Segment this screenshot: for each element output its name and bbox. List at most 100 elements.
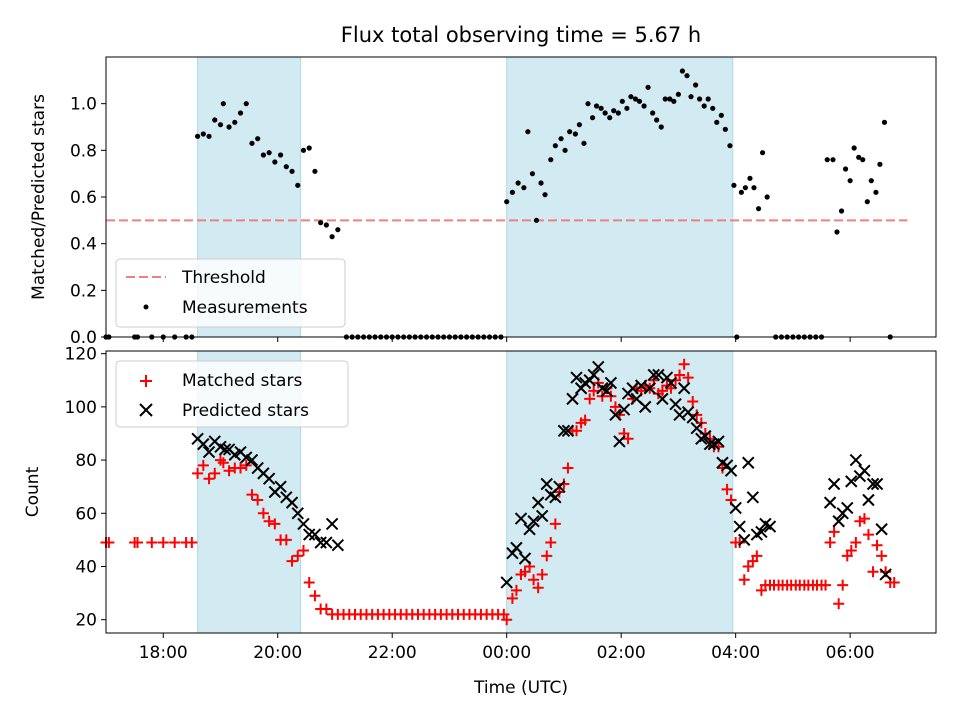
matched-star-point — [712, 441, 724, 453]
predicted-star-point — [302, 528, 316, 541]
top-y-tick-label: 0.0 — [70, 328, 97, 348]
predicted-star-point — [742, 456, 755, 469]
measurement-point — [329, 234, 335, 240]
bottom-legend-box — [115, 360, 349, 428]
predicted-star-point — [647, 368, 661, 382]
measurement-point — [868, 178, 874, 184]
matched-star-point — [751, 550, 763, 562]
matched-star-point — [845, 545, 857, 557]
predicted-star-point — [331, 539, 345, 552]
bottom-axes-frame — [105, 350, 937, 634]
matched-star-point — [584, 393, 596, 405]
predicted-star-point — [862, 493, 875, 507]
matched-star-point — [528, 574, 540, 586]
matched-star-point — [240, 459, 252, 471]
measurement-point — [860, 157, 866, 163]
measurement-point — [624, 105, 630, 111]
measurement-point — [277, 152, 284, 158]
measurement-point — [881, 119, 888, 125]
top-y-tick-label: 0.8 — [70, 141, 97, 161]
measurement-point — [742, 185, 748, 191]
matched-star-point — [716, 462, 728, 474]
predicted-star-point — [325, 517, 339, 531]
predicted-star-point — [570, 371, 583, 384]
predicted-star-point — [549, 491, 562, 504]
measurement-point — [515, 180, 521, 186]
x-tick-label: 00:00 — [482, 643, 531, 663]
predicted-star-point — [523, 523, 536, 536]
predicted-star-point — [202, 445, 216, 459]
measurement-point — [581, 140, 587, 146]
measurement-point — [877, 161, 883, 167]
top-y-tick-label: 0.6 — [70, 188, 97, 208]
measurement-point — [710, 105, 716, 111]
matched-star-point — [833, 598, 845, 610]
matched-star-point — [103, 537, 115, 549]
predicted-star-point — [592, 360, 605, 374]
measurement-point — [300, 147, 307, 153]
measurement-point — [856, 154, 862, 160]
matched-star-point — [862, 529, 874, 541]
measurement-point — [692, 82, 699, 88]
bottom-x-axis-ticks: 18:00 20:00 22:00 00:00 02:00 04:00 06:00 — [139, 633, 875, 663]
measurement-point — [834, 229, 840, 235]
matched-star-point — [738, 574, 750, 586]
top-axes-frame — [105, 56, 937, 338]
predicted-star-point — [755, 525, 768, 539]
measurement-point — [525, 129, 531, 135]
matched-star-point — [532, 582, 544, 594]
measurement-point — [619, 98, 625, 104]
measurement-point — [572, 131, 578, 137]
measurement-point — [684, 73, 690, 79]
predicted-star-point — [673, 408, 686, 422]
bottom-y-axis-label: Count — [23, 466, 43, 517]
predicted-star-point — [510, 541, 523, 555]
legend-measurements-swatch — [143, 304, 149, 310]
predicted-star-point — [540, 477, 553, 491]
measurement-point — [824, 157, 830, 163]
matched-star-point — [192, 467, 204, 479]
measurement-point — [220, 101, 226, 107]
measurement-point — [567, 129, 573, 135]
matched-star-point — [678, 358, 690, 370]
measurement-point — [212, 117, 218, 123]
measurement-point — [576, 122, 582, 128]
x-tick-label: 20:00 — [253, 643, 302, 663]
predicted-star-point — [527, 515, 540, 528]
x-tick-label: 06:00 — [826, 643, 875, 663]
x-tick-label: 04:00 — [711, 643, 760, 663]
matched-star-point — [203, 473, 215, 485]
predicted-star-point — [557, 424, 571, 438]
predicted-star-point — [514, 512, 528, 525]
top-x-axis-ticks — [162, 337, 851, 342]
matched-star-point — [510, 584, 522, 596]
matched-star-point — [257, 507, 269, 519]
matched-star-point — [622, 433, 634, 445]
measurement-point — [323, 222, 329, 228]
predicted-star-point — [197, 437, 210, 451]
matched-star-point — [579, 414, 591, 426]
matched-star-point — [309, 590, 321, 602]
measurement-point — [607, 115, 613, 121]
matched-star-point — [588, 385, 600, 397]
measurement-point — [671, 98, 677, 104]
predicted-star-point — [686, 411, 699, 424]
matched-star-point — [169, 537, 181, 549]
measurement-point — [696, 96, 703, 102]
measurement-point — [306, 145, 312, 151]
measurement-point — [658, 124, 664, 130]
measurement-point — [641, 103, 647, 109]
legend-measurements-label: Measurements — [182, 298, 308, 318]
x-axis-label: Time (UTC) — [473, 678, 568, 698]
predicted-star-point — [870, 477, 884, 491]
matched-star-point — [197, 459, 209, 471]
legend-predicted-swatch — [139, 403, 153, 417]
predicted-star-point — [823, 496, 837, 509]
matched-star-point — [888, 576, 900, 588]
matched-star-point — [131, 537, 143, 549]
matched-star-point — [558, 478, 570, 490]
measurement-point — [504, 199, 510, 205]
measurement-point — [738, 189, 744, 195]
